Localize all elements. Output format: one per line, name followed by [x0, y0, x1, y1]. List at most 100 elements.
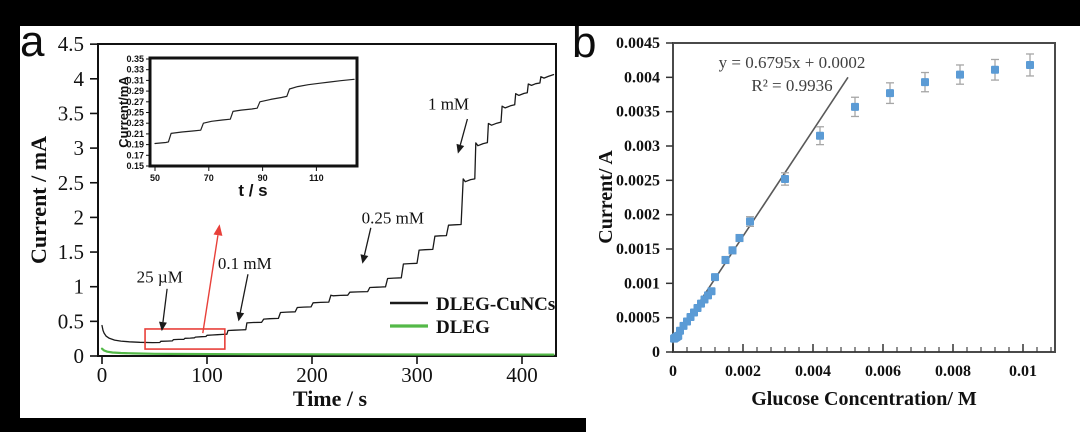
annotation-label-0: 25 µM [137, 267, 183, 286]
panel-a-y-axis-title: Current / mA [26, 136, 51, 264]
curve-dleg [100, 347, 555, 356]
scatter-marker [728, 246, 737, 255]
annotation-arrow-2-head [360, 254, 369, 264]
panel-b-xtick-label: 0 [669, 363, 677, 380]
panel-a-xtick-label: 100 [191, 363, 223, 387]
scatter-marker [1026, 60, 1034, 69]
panel-b-ytick-label: 0.001 [624, 275, 660, 292]
annotation-arrow-3-head [456, 143, 465, 154]
inset-ytick-label: 0.25 [126, 108, 144, 118]
panel-a-xtick-label: 200 [296, 363, 328, 387]
panel-a-plot-frame [97, 43, 557, 357]
inset-ytick-label: 0.15 [126, 161, 144, 171]
inset-ytick-label: 0.35 [126, 54, 144, 64]
panel-a-x-axis-title: Time / s [293, 386, 368, 411]
scatter-marker [707, 287, 716, 296]
annotation-arrow-2-shaft [363, 227, 372, 256]
annotation-arrow-3 [456, 118, 469, 154]
scatter-marker [921, 78, 929, 87]
inset-y-axis-title: Current/mA [116, 76, 131, 148]
inset-xtick-label: 110 [309, 173, 324, 183]
annotation-arrow-0-shaft [162, 288, 168, 323]
inset-ytick-label: 0.17 [126, 150, 144, 160]
fit-equation: y = 0.6795x + 0.0002 [719, 53, 866, 72]
scatter-marker [735, 234, 744, 243]
panel-b-ytick-label: 0.004 [624, 69, 660, 86]
panel-b-ytick-label: 0.002 [624, 207, 660, 224]
panel-a-inset: 0.350.330.310.290.270.250.230.210.190.17… [116, 54, 359, 200]
panel-b-ytick-label: 0.0045 [616, 35, 660, 52]
inset-xtick-label: 70 [204, 173, 214, 183]
panel-a: 0 0.5 1 1.5 2 2.5 3 3.5 4 4.5 0 100 200 300 400 Current… [26, 32, 557, 411]
panel-a-ytick-label: 0 [74, 344, 85, 368]
panel-b-xtick-label: 0.002 [725, 363, 761, 380]
highlight-arrow-shaft [202, 235, 219, 334]
panel-a-ytick-label: 4.5 [58, 32, 84, 56]
panel-b-ytick-label: 0.0015 [616, 241, 660, 258]
scatter-marker [886, 89, 894, 98]
annotation-arrow-1-shaft [239, 274, 249, 313]
panel-a-ytick-label: 1 [74, 275, 85, 299]
top-crop-bar [0, 0, 1080, 26]
data-points [670, 60, 1034, 343]
legend-label-dleg: DLEG [436, 317, 490, 338]
inset-curve [154, 78, 355, 145]
curve-dleg-cuncs [101, 73, 555, 344]
annotation-arrow-1 [236, 274, 249, 322]
panel-a-xtick-label: 300 [401, 363, 433, 387]
annotation-arrow-3-shaft [459, 118, 469, 146]
bottom-crop-bar [0, 418, 586, 432]
inset-frame [148, 56, 359, 168]
scatter-marker [816, 131, 824, 140]
inset-x-axis-title: t / s [238, 181, 267, 200]
scatter-marker [781, 174, 789, 183]
panel-b-surface-extension [586, 418, 1080, 432]
annotation-arrow-0 [159, 288, 168, 332]
highlight-arrow [202, 224, 223, 334]
annotation-arrow-1-head [236, 311, 245, 322]
panel-a-ytick-label: 3 [74, 136, 85, 160]
scatter-marker [746, 217, 754, 226]
panel-b-xtick-label: 0.01 [1009, 363, 1037, 380]
panel-b-ytick-label: 0.003 [624, 138, 660, 155]
panel-a-xtick-label: 400 [506, 363, 538, 387]
panel-b-ytick-label: 0 [652, 344, 660, 361]
scatter-marker [851, 102, 859, 111]
panel-b-ytick-label: 0.0025 [616, 172, 660, 189]
inset-ytick-label: 0.31 [126, 75, 144, 85]
highlight-arrow-head [213, 224, 223, 236]
inset-ytick-label: 0.33 [126, 65, 144, 75]
panel-b-letter: b [572, 18, 596, 67]
inset-ytick-label: 0.29 [126, 86, 144, 96]
panel-a-ytick-label: 4 [74, 67, 85, 91]
panel-b-plot-frame [672, 42, 1056, 353]
inset-xtick-label: 50 [150, 173, 160, 183]
panel-a-ytick-label: 1.5 [58, 240, 84, 264]
panel-b-xtick-label: 0.008 [935, 363, 971, 380]
panel-a-ytick-label: 0.5 [58, 309, 84, 333]
scatter-marker [721, 255, 730, 264]
panel-b-xtick-label: 0.004 [795, 363, 831, 380]
panel-a-ytick-label: 2.5 [58, 171, 84, 195]
annotation-arrow-2 [360, 227, 372, 264]
scatter-marker [711, 273, 719, 282]
highlight-box [144, 328, 226, 350]
annotation-label-3: 1 mM [428, 95, 469, 114]
panel-b-xtick-label: 0.006 [865, 363, 901, 380]
annotation-arrow-0-head [159, 321, 167, 332]
panel-a-ytick-label: 2 [74, 205, 85, 229]
panel-b-y-axis-title: Current/ A [595, 150, 617, 244]
scatter-marker [956, 70, 964, 79]
panel-a-ytick-label: 3.5 [58, 101, 84, 125]
legend-label-dleg-cuncs: DLEG-CuNCs [436, 294, 555, 315]
annotation-label-1: 0.1 mM [218, 254, 272, 273]
panel-b-x-axis-title: Glucose Concentration/ M [751, 388, 977, 410]
panel-b-ytick-label: 0.0005 [616, 310, 660, 327]
annotation-label-2: 0.25 mM [362, 208, 424, 227]
panel-b-ytick-label: 0.0035 [616, 104, 660, 121]
panel-b: 0 0.0005 0.001 0.0015 0.002 0.0025 0.003 0.0035… [595, 35, 1056, 410]
scatter-marker [991, 65, 999, 74]
inset-xtick-label: 90 [258, 173, 268, 183]
